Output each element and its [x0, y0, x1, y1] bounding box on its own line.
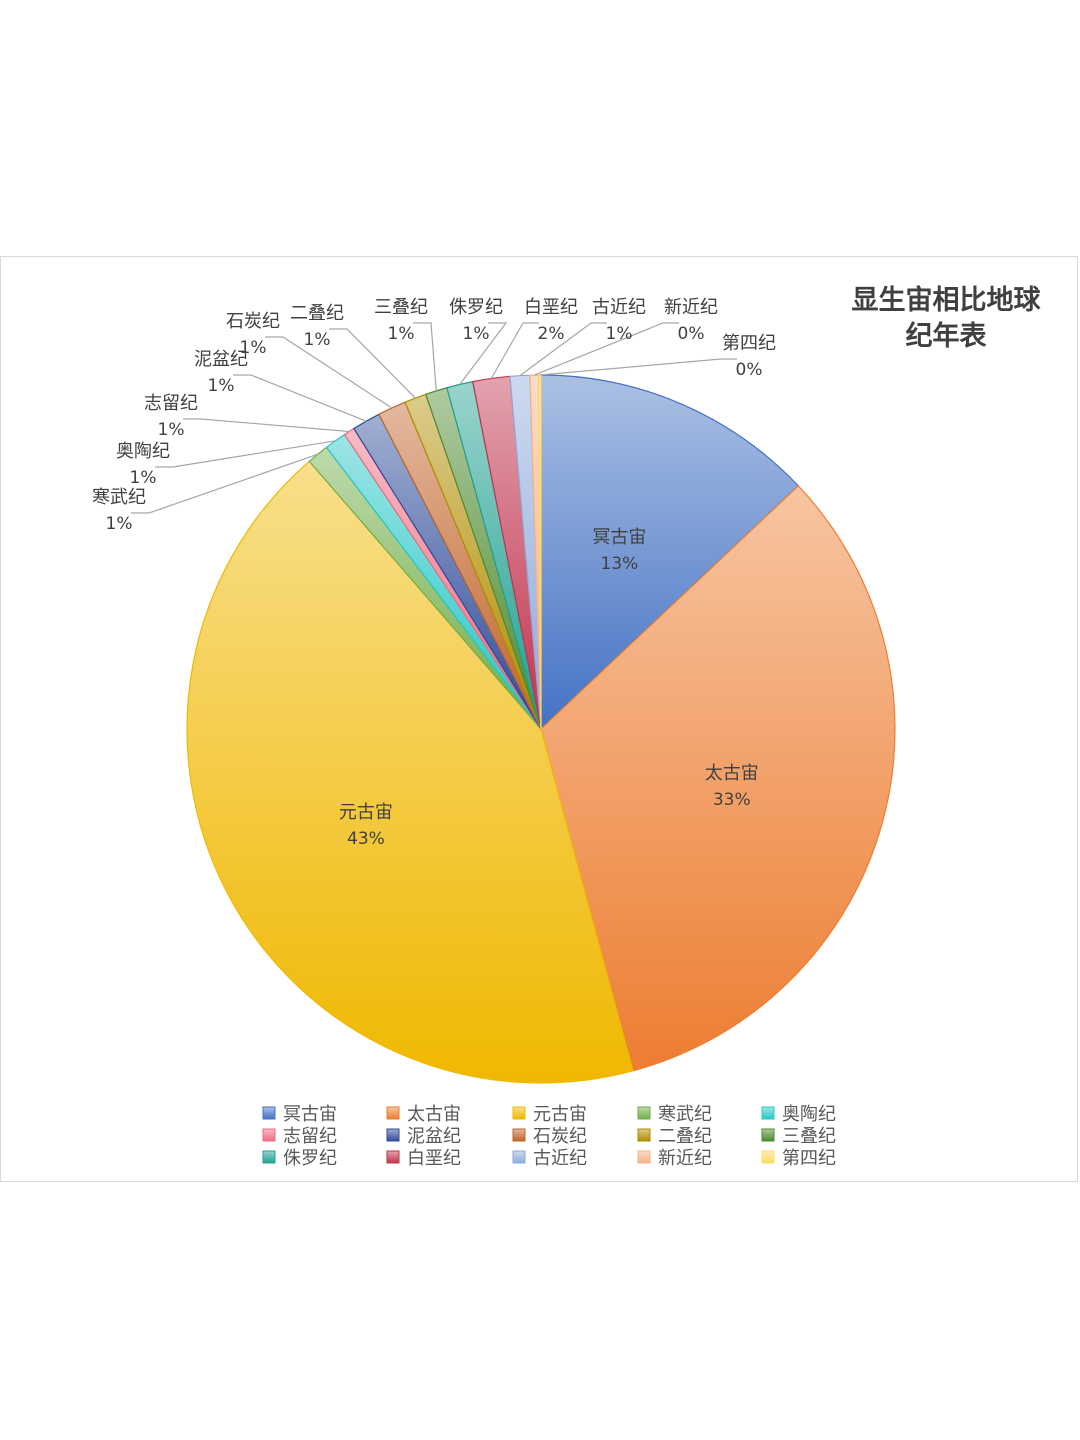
- chart-title-line-1: 显生宙相比地球: [852, 284, 1042, 316]
- legend-swatch-2: [512, 1106, 526, 1120]
- legend-label-4: 奥陶纪: [782, 1104, 836, 1125]
- data-label-name-12: 古近纪: [592, 297, 646, 318]
- leader-lines: [131, 322, 737, 514]
- data-label-pct-5: 1%: [158, 420, 185, 440]
- data-label-name-2: 元古宙: [339, 802, 393, 823]
- leader-line-7: [265, 336, 393, 409]
- legend-label-11: 白垩纪: [407, 1148, 461, 1169]
- data-label-pct-2: 43%: [347, 829, 385, 849]
- data-label-pct-4: 1%: [130, 468, 157, 488]
- data-label-name-14: 第四纪: [722, 333, 776, 354]
- data-label-name-3: 寒武纪: [92, 487, 146, 508]
- leader-line-5: [183, 418, 350, 433]
- legend-label-10: 侏罗纪: [283, 1148, 337, 1169]
- data-labels: 冥古宙13%太古宙33%元古宙43%寒武纪1%奥陶纪1%志留纪1%泥盆纪1%石炭…: [92, 297, 776, 849]
- chart-title: 显生宙相比地球 纪年表: [852, 284, 1042, 352]
- leader-line-4: [155, 440, 336, 468]
- data-label-pct-13: 0%: [678, 324, 705, 344]
- data-label-name-1: 太古宙: [705, 763, 759, 784]
- legend-label-2: 元古宙: [533, 1104, 587, 1125]
- legend-label-8: 二叠纪: [658, 1126, 712, 1147]
- leader-line-9: [413, 322, 437, 391]
- legend-swatch-6: [386, 1128, 400, 1142]
- legend-swatch-8: [637, 1128, 651, 1142]
- legend-swatch-14: [761, 1150, 775, 1164]
- pie-slice-2: [186, 460, 634, 1084]
- data-label-pct-7: 1%: [240, 338, 267, 358]
- pie-slice-0: [540, 374, 800, 731]
- legend-label-3: 寒武纪: [658, 1104, 712, 1125]
- legend-swatch-10: [262, 1150, 276, 1164]
- pie-slices: [186, 374, 896, 1084]
- data-label-name-6: 泥盆纪: [194, 349, 248, 370]
- data-label-pct-12: 1%: [606, 324, 633, 344]
- pie-slice-1: [540, 484, 896, 1072]
- data-label-name-11: 白垩纪: [524, 297, 578, 318]
- legend-label-9: 三叠纪: [782, 1126, 836, 1147]
- data-label-name-13: 新近纪: [664, 297, 718, 318]
- legend-label-13: 新近纪: [658, 1148, 712, 1169]
- legend-swatch-12: [512, 1150, 526, 1164]
- legend-label-14: 第四纪: [782, 1148, 836, 1169]
- data-label-pct-3: 1%: [106, 514, 133, 534]
- legend-swatch-3: [637, 1106, 651, 1120]
- legend-label-0: 冥古宙: [283, 1104, 337, 1125]
- legend-swatch-9: [761, 1128, 775, 1142]
- data-label-name-10: 侏罗纪: [449, 297, 503, 318]
- legend-swatch-4: [761, 1106, 775, 1120]
- data-label-name-7: 石炭纪: [226, 311, 280, 332]
- legend-swatch-1: [386, 1106, 400, 1120]
- data-label-pct-6: 1%: [208, 376, 235, 396]
- leader-line-14: [539, 358, 737, 376]
- data-label-name-0: 冥古宙: [592, 527, 646, 548]
- leader-line-11: [490, 322, 539, 379]
- data-label-name-9: 三叠纪: [374, 297, 428, 318]
- data-label-name-8: 二叠纪: [290, 303, 344, 324]
- legend-label-1: 太古宙: [407, 1104, 461, 1125]
- chart-area: 显生宙相比地球 纪年表 冥古宙 13% 太古宙 33% 元古宙 43% 寒武纪 1% 奥陶纪 1%…: [0, 256, 1078, 1182]
- legend-label-12: 古近纪: [533, 1148, 587, 1169]
- legend-swatch-13: [637, 1150, 651, 1164]
- legend-swatch-0: [262, 1106, 276, 1120]
- pie-chart: 显生宙相比地球 纪年表 冥古宙13%太古宙33%元古宙43%寒武纪1%奥陶纪1%…: [92, 284, 1042, 1169]
- legend-swatch-11: [386, 1150, 400, 1164]
- leader-line-12: [519, 322, 607, 377]
- leader-line-13: [534, 322, 679, 376]
- data-label-pct-0: 13%: [601, 554, 639, 574]
- data-label-name-4: 奥陶纪: [116, 441, 170, 462]
- leader-line-6: [233, 374, 367, 422]
- data-label-pct-14: 0%: [736, 360, 763, 380]
- data-label-pct-1: 33%: [713, 790, 751, 810]
- legend-label-5: 志留纪: [283, 1126, 337, 1147]
- leader-line-8: [329, 328, 416, 399]
- data-label-pct-10: 1%: [463, 324, 490, 344]
- data-label-pct-8: 1%: [304, 330, 331, 350]
- data-label-pct-11: 2%: [538, 324, 565, 344]
- legend-swatch-5: [262, 1128, 276, 1142]
- data-label-name-5: 志留纪: [144, 393, 198, 414]
- chart-title-line-2: 纪年表: [906, 320, 987, 352]
- data-label-pct-9: 1%: [388, 324, 415, 344]
- legend-label-6: 泥盆纪: [407, 1126, 461, 1147]
- leader-line-3: [131, 453, 319, 514]
- legend-swatch-7: [512, 1128, 526, 1142]
- legend-label-7: 石炭纪: [533, 1126, 587, 1147]
- leader-line-10: [459, 322, 508, 385]
